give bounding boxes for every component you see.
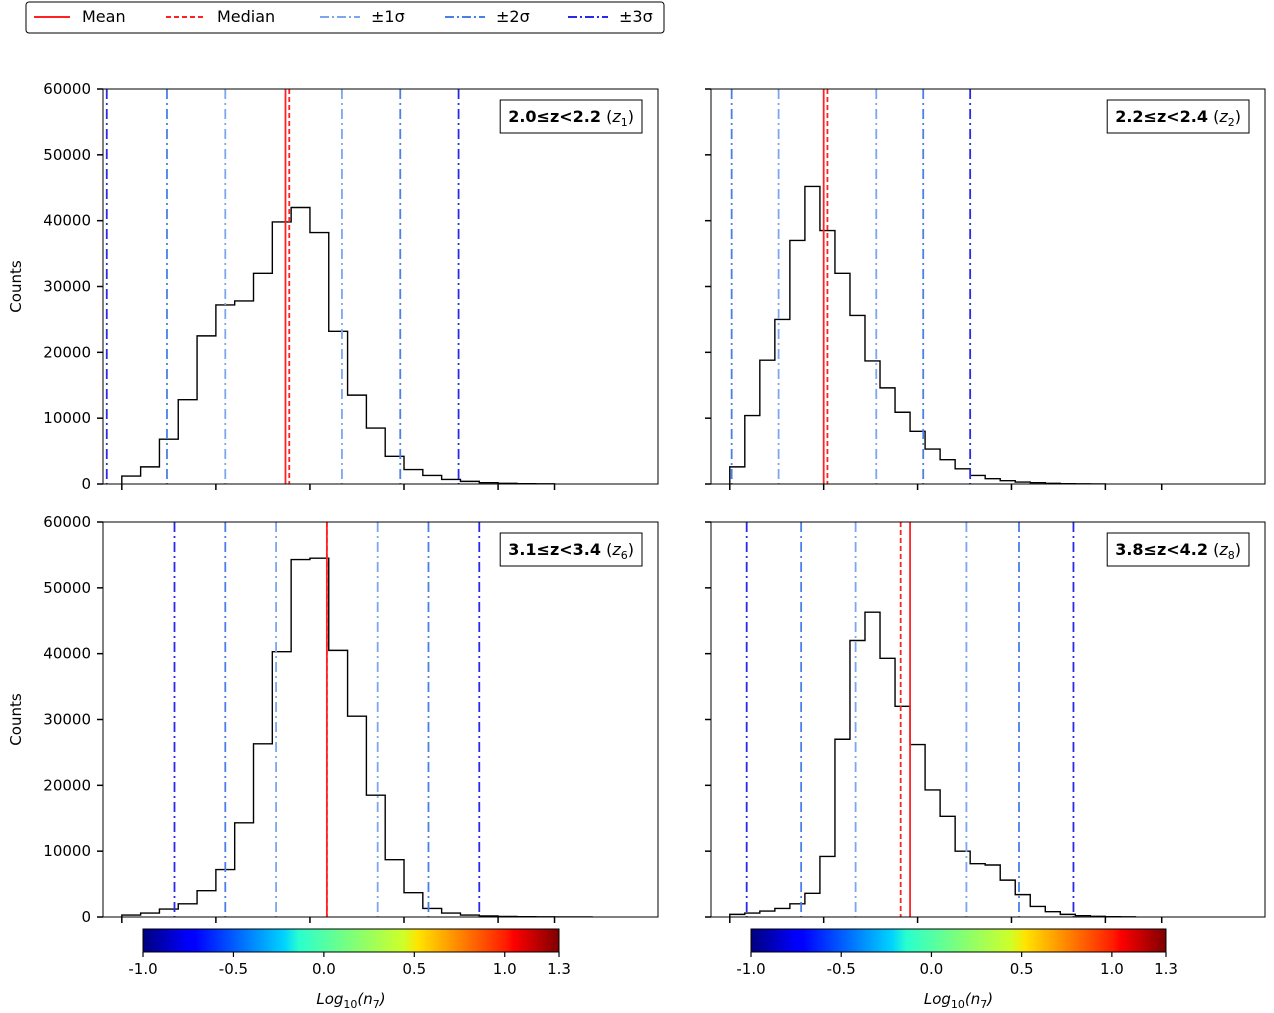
colorbar-right: -1.0 -0.5 0.0 0.5 1.0 1.3 Log10(n7): [736, 928, 1178, 1011]
y-tick-label: 30000: [43, 278, 91, 296]
legend-entry-median: Median: [166, 7, 275, 26]
panel-label-box: [499, 99, 643, 134]
svg-text:2.0≤z<2.2 (z1): 2.0≤z<2.2 (z1): [508, 107, 634, 129]
panel-label-range: 3.8≤z<4.2: [1115, 540, 1208, 559]
panel-top-left: 0 10000 20000 30000 40000 50000 60000 Counts 2.0…: [7, 80, 659, 493]
colorbar-tick-label: 1.0: [493, 960, 517, 978]
colorbar-tick-label: 1.0: [1100, 960, 1124, 978]
colorbar-tick-label: 0.0: [312, 960, 336, 978]
panel-label: 3.1≤z<3.4 (z6): [499, 532, 643, 567]
panel-label: 2.2≤z<2.4 (z2): [1106, 99, 1250, 134]
axes-frame: [710, 88, 1266, 485]
colorbar-tick-label: -0.5: [827, 960, 856, 978]
legend-label-sigma1: ±1σ: [371, 7, 405, 26]
panel-label-box: [499, 532, 643, 567]
y-tick-label: 0: [81, 475, 91, 493]
panel-label-sub: 6: [621, 549, 628, 562]
colorbar-tick-label: -0.5: [219, 960, 248, 978]
legend: Mean Median ±1σ ±2σ ±3σ: [25, 1, 665, 34]
colorbar-label: Log10(n7): [316, 990, 385, 1011]
colorbar-tick-label: -1.0: [128, 960, 157, 978]
y-tick-label: 0: [81, 908, 91, 926]
y-tick-label: 20000: [43, 343, 91, 361]
panel-label-sub: 2: [1228, 116, 1235, 129]
panels: 0 10000 20000 30000 40000 50000 60000 Counts 2.0…: [7, 80, 1266, 926]
colorbar-left: -1.0 -0.5 0.0 0.5 1.0 1.3 Log10(n7): [128, 928, 571, 1011]
panel-label-z: z: [611, 107, 621, 126]
y-tick-label: 10000: [43, 409, 91, 427]
panel-top-right: 2.2≤z<2.4 (z2): [705, 88, 1266, 490]
legend-label-mean: Mean: [82, 7, 126, 26]
y-axis-label: Counts: [7, 260, 25, 313]
panel-label: 3.8≤z<4.2 (z8): [1106, 532, 1250, 567]
panel-label-range: 2.2≤z<2.4: [1115, 107, 1208, 126]
panel-label-sub: 8: [1228, 549, 1235, 562]
histogram-step: [729, 185, 1107, 484]
histogram-step: [121, 206, 556, 484]
legend-entry-sigma2: ±2σ: [445, 7, 530, 26]
y-tick-label: 10000: [43, 842, 91, 860]
colorbar-tick-label: 0.0: [920, 960, 944, 978]
panel-label-sub: 1: [621, 116, 628, 129]
y-axis-label: Counts: [7, 693, 25, 746]
colorbar-label: Log10(n7): [924, 990, 993, 1011]
panel-bottom-right: 3.8≤z<4.2 (z8): [705, 521, 1266, 923]
histogram-step: [729, 611, 1137, 917]
panel-label-range: 2.0≤z<2.2: [508, 107, 601, 126]
colorbar-gradient: [142, 928, 560, 953]
y-tick-label: 40000: [43, 212, 91, 230]
y-tick-label: 60000: [43, 513, 91, 531]
panel-label-z: z: [1218, 107, 1228, 126]
panel-label: 2.0≤z<2.2 (z1): [499, 99, 643, 134]
panel-label-z: z: [611, 540, 621, 559]
svg-text:3.8≤z<4.2 (z8): 3.8≤z<4.2 (z8): [1115, 540, 1241, 562]
svg-text:2.2≤z<2.4 (z2): 2.2≤z<2.4 (z2): [1115, 107, 1241, 129]
legend-entry-sigma3: ±3σ: [568, 7, 653, 26]
panel-label-box: [1106, 532, 1250, 567]
svg-text:3.1≤z<3.4 (z6): 3.1≤z<3.4 (z6): [508, 540, 634, 562]
legend-label-sigma3: ±3σ: [619, 7, 653, 26]
legend-label-sigma2: ±2σ: [496, 7, 530, 26]
legend-entry-mean: Mean: [34, 7, 126, 26]
axes-frame: [710, 521, 1266, 918]
panel-label-z: z: [1218, 540, 1228, 559]
legend-label-median: Median: [217, 7, 275, 26]
y-tick-label: 50000: [43, 579, 91, 597]
legend-entry-sigma1: ±1σ: [320, 7, 405, 26]
colorbar-gradient: [750, 928, 1167, 953]
colorbar-tick-label: 0.5: [1010, 960, 1034, 978]
panel-bottom-left: 0 10000 20000 30000 40000 50000 60000 Counts 3.1…: [7, 513, 659, 926]
colorbar-tick-label: 1.3: [547, 960, 571, 978]
panel-label-box: [1106, 99, 1250, 134]
y-tick-label: 50000: [43, 146, 91, 164]
colorbars: -1.0 -0.5 0.0 0.5 1.0 1.3 Log10(n7) -1.0 -0.5 0.0…: [128, 928, 1178, 1011]
colorbar-tick-label: 1.3: [1154, 960, 1178, 978]
histogram-step: [121, 557, 593, 917]
axes-frame: [102, 88, 659, 485]
colorbar-tick-label: 0.5: [402, 960, 426, 978]
colorbar-tick-label: -1.0: [736, 960, 765, 978]
panel-label-range: 3.1≤z<3.4: [508, 540, 601, 559]
axes-frame: [102, 521, 659, 918]
y-tick-label: 20000: [43, 776, 91, 794]
y-tick-label: 30000: [43, 711, 91, 729]
y-tick-label: 60000: [43, 80, 91, 98]
y-tick-label: 40000: [43, 645, 91, 663]
